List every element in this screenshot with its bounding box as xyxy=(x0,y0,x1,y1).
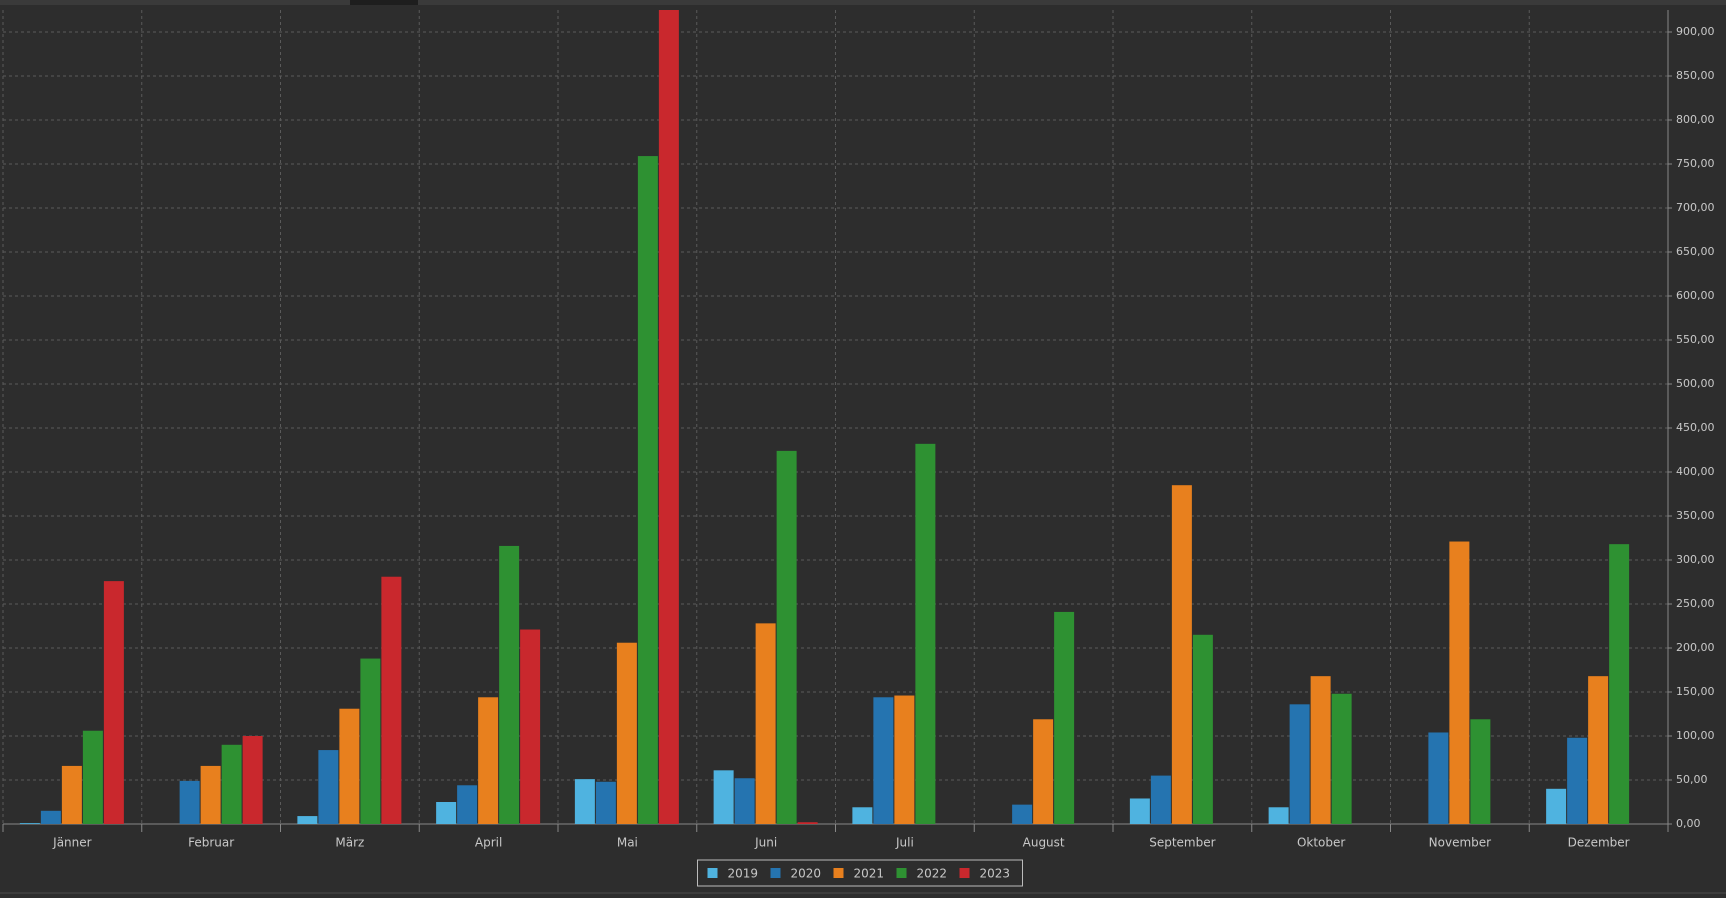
bar xyxy=(478,697,499,824)
bar xyxy=(1054,611,1075,824)
bar xyxy=(1310,676,1331,824)
x-tick-label: Februar xyxy=(188,836,234,850)
legend-label: 2023 xyxy=(980,867,1011,881)
bar xyxy=(852,807,873,824)
y-tick-label: 0,00 xyxy=(1676,817,1701,830)
bar xyxy=(1428,732,1449,824)
bar xyxy=(1033,719,1054,824)
bar xyxy=(499,545,520,824)
legend-swatch xyxy=(959,868,970,878)
bar xyxy=(40,810,61,824)
x-tick-label: August xyxy=(1023,836,1065,850)
bar xyxy=(1331,693,1352,824)
tab-indicator xyxy=(350,0,418,5)
y-tick-label: 750,00 xyxy=(1676,157,1715,170)
legend-swatch xyxy=(833,868,844,878)
bar xyxy=(894,695,915,824)
bar xyxy=(242,736,263,824)
x-tick-label: Juli xyxy=(895,836,914,850)
bar xyxy=(658,10,679,824)
y-tick-label: 450,00 xyxy=(1676,421,1715,434)
bar xyxy=(797,822,818,824)
bar xyxy=(381,576,402,824)
y-tick-label: 250,00 xyxy=(1676,597,1715,610)
bar xyxy=(360,658,381,824)
bar xyxy=(595,781,616,824)
y-tick-label: 100,00 xyxy=(1676,729,1715,742)
y-tick-label: 850,00 xyxy=(1676,69,1715,82)
bar xyxy=(520,629,541,824)
y-tick-label: 200,00 xyxy=(1676,641,1715,654)
legend-label: 2020 xyxy=(791,867,822,881)
bar xyxy=(1546,788,1567,824)
x-tick-label: Mai xyxy=(617,836,638,850)
bar xyxy=(734,778,755,824)
legend-swatch xyxy=(770,868,781,878)
x-tick-label: September xyxy=(1149,836,1215,850)
y-tick-label: 600,00 xyxy=(1676,289,1715,302)
y-tick-label: 900,00 xyxy=(1676,25,1715,38)
bar xyxy=(1588,676,1609,824)
legend-swatch xyxy=(896,868,907,878)
bar xyxy=(1609,544,1630,824)
y-tick-label: 50,00 xyxy=(1676,773,1708,786)
legend-box xyxy=(697,859,1023,887)
y-tick-label: 550,00 xyxy=(1676,333,1715,346)
y-tick-label: 350,00 xyxy=(1676,509,1715,522)
bar xyxy=(1268,807,1289,824)
bar xyxy=(179,780,200,824)
y-tick-label: 800,00 xyxy=(1676,113,1715,126)
bar xyxy=(713,770,734,824)
x-tick-label: Dezember xyxy=(1568,836,1630,850)
bar xyxy=(637,156,658,824)
bar xyxy=(339,708,360,824)
bar xyxy=(873,697,894,824)
bar xyxy=(776,450,797,824)
bar xyxy=(1171,485,1192,824)
bar xyxy=(318,750,339,824)
bar xyxy=(616,642,637,824)
bar xyxy=(82,730,103,824)
legend-label: 2019 xyxy=(728,867,759,881)
bar xyxy=(221,744,242,824)
bar xyxy=(61,765,82,824)
x-tick-label: Juni xyxy=(754,836,777,850)
bar xyxy=(1192,634,1213,824)
bar xyxy=(574,779,595,824)
bar xyxy=(103,581,124,824)
bar xyxy=(1449,541,1470,824)
x-tick-label: Oktober xyxy=(1297,836,1345,850)
x-tick-label: April xyxy=(475,836,502,850)
y-tick-label: 500,00 xyxy=(1676,377,1715,390)
bar xyxy=(1289,704,1310,824)
x-tick-label: März xyxy=(335,836,364,850)
bar xyxy=(457,785,478,824)
x-tick-label: November xyxy=(1429,836,1491,850)
y-tick-label: 300,00 xyxy=(1676,553,1715,566)
bar xyxy=(19,823,40,824)
y-tick-label: 150,00 xyxy=(1676,685,1715,698)
y-tick-label: 400,00 xyxy=(1676,465,1715,478)
bar xyxy=(1150,775,1171,824)
legend-label: 2021 xyxy=(854,867,885,881)
bar xyxy=(436,802,457,824)
top-strip xyxy=(0,0,1726,5)
bar xyxy=(1470,719,1491,824)
bar xyxy=(200,765,221,824)
bar xyxy=(1012,804,1033,824)
bar xyxy=(915,443,936,824)
bar xyxy=(1567,737,1588,824)
y-tick-label: 700,00 xyxy=(1676,201,1715,214)
legend-swatch xyxy=(707,868,718,878)
legend-label: 2022 xyxy=(917,867,948,881)
x-tick-label: Jänner xyxy=(52,836,91,850)
y-tick-label: 650,00 xyxy=(1676,245,1715,258)
bar xyxy=(755,623,776,824)
bar xyxy=(1129,798,1150,824)
bar xyxy=(297,816,318,824)
